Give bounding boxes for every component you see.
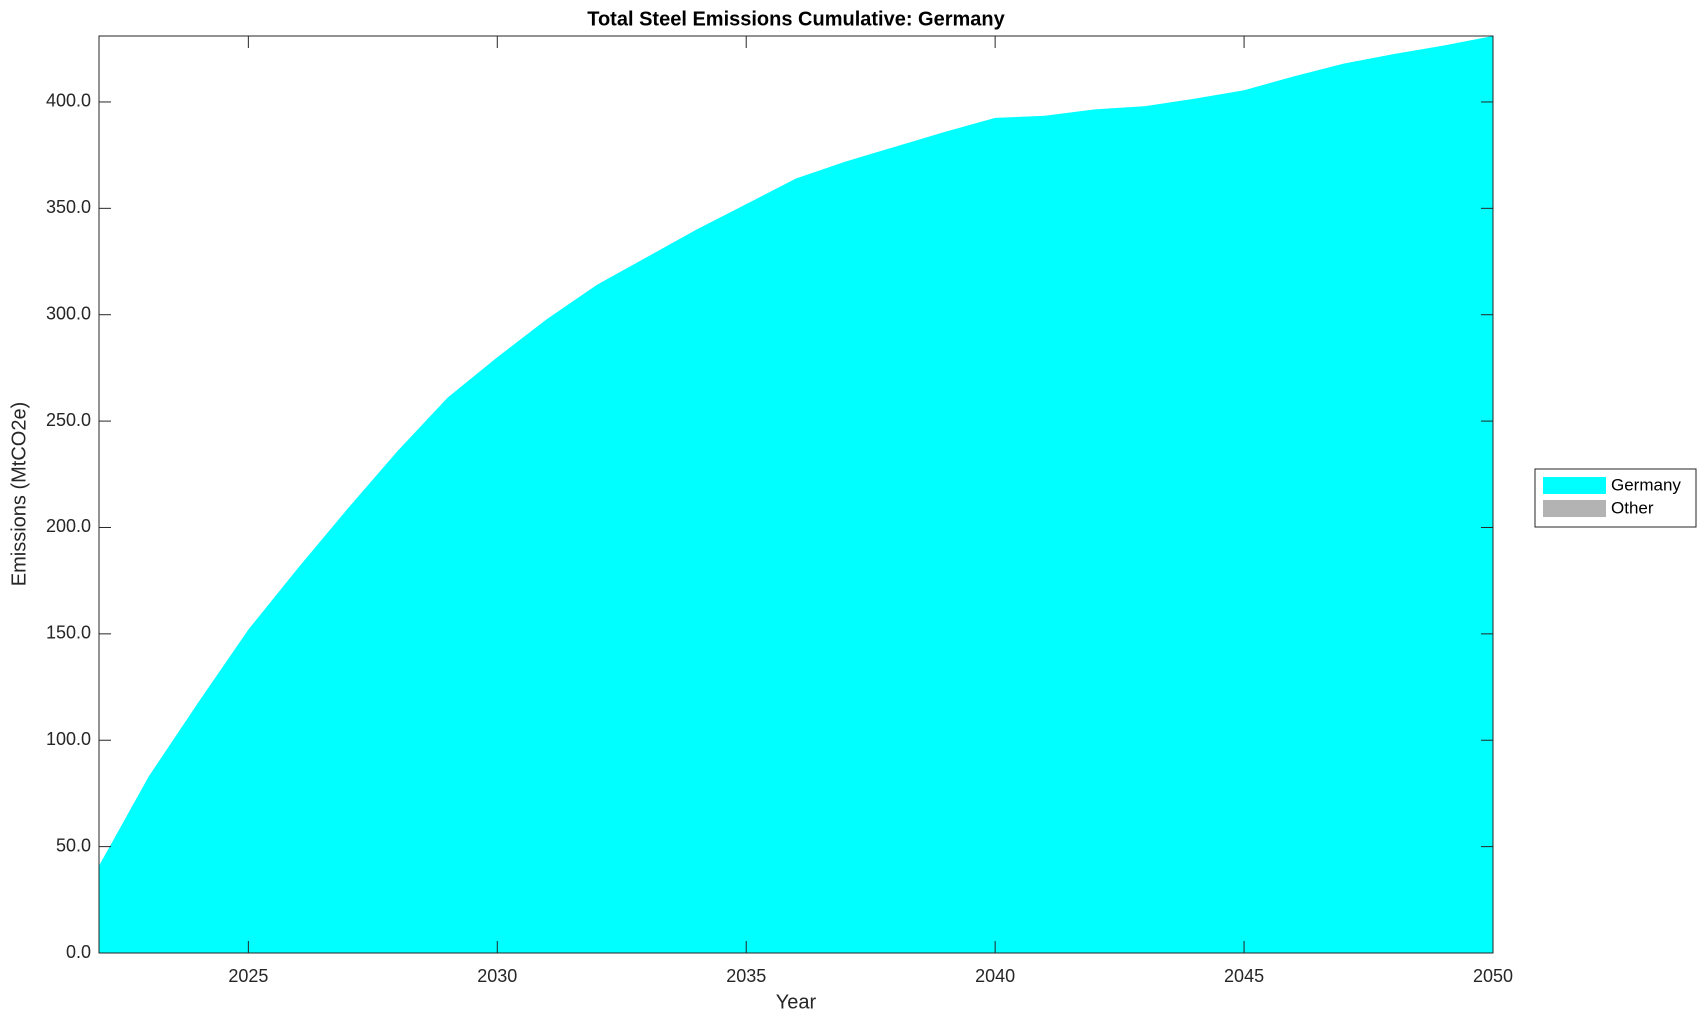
legend-label: Other [1611, 498, 1654, 517]
y-axis-label: Emissions (MtCO2e) [8, 402, 30, 586]
legend-label: Germany [1611, 475, 1681, 494]
y-tick-label: 0.0 [66, 942, 91, 962]
x-tick-label: 2030 [477, 966, 517, 986]
y-tick-label: 100.0 [46, 729, 91, 749]
y-tick-label: 50.0 [56, 835, 91, 855]
x-axis-label: Year [776, 991, 817, 1013]
y-tick-label: 350.0 [46, 197, 91, 217]
x-tick-label: 2050 [1473, 966, 1513, 986]
x-tick-label: 2025 [228, 966, 268, 986]
y-tick-label: 300.0 [46, 303, 91, 323]
chart-title: Total Steel Emissions Cumulative: German… [587, 8, 1005, 30]
y-tick-label: 400.0 [46, 91, 91, 111]
x-tick-label: 2035 [726, 966, 766, 986]
plot-frame [98, 35, 1494, 954]
x-tick-label: 2040 [975, 966, 1015, 986]
area [99, 36, 1493, 953]
y-tick-label: 250.0 [46, 410, 91, 430]
legend-swatch [1543, 500, 1606, 517]
legend-swatch [1543, 477, 1606, 494]
plot-area [99, 36, 1493, 953]
x-tick-label: 2045 [1224, 966, 1264, 986]
y-tick-label: 150.0 [46, 623, 91, 643]
y-tick-label: 200.0 [46, 516, 91, 536]
